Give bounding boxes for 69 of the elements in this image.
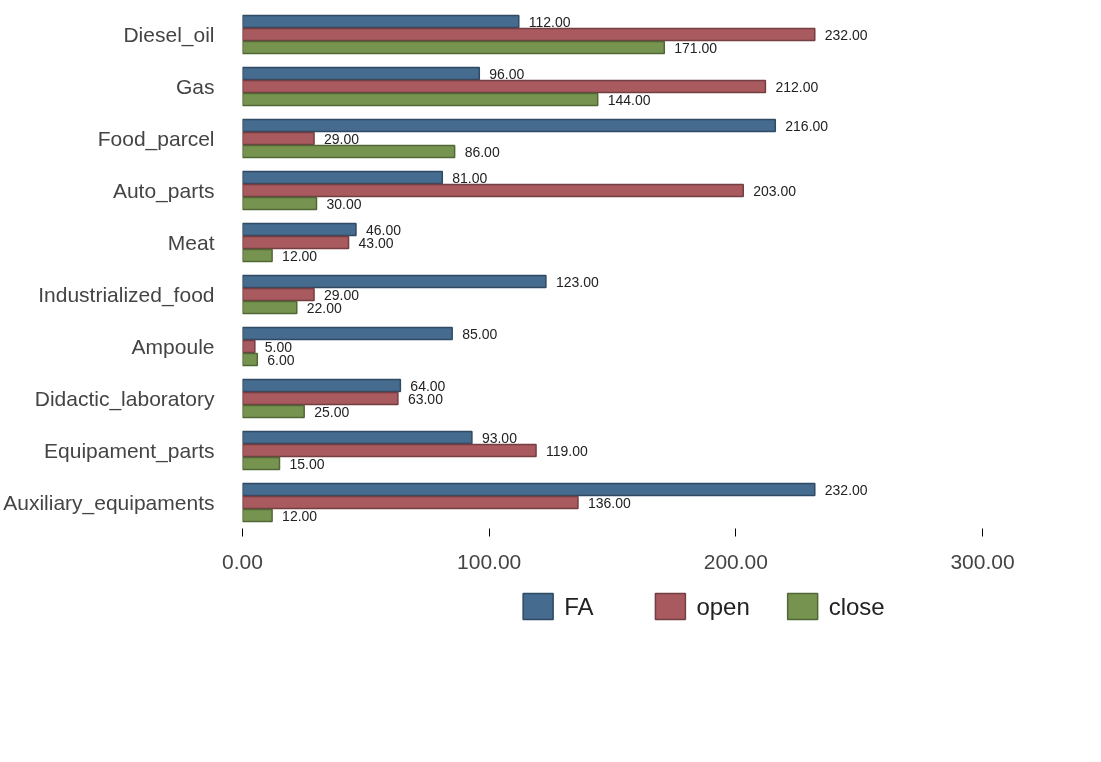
data-label: 112.00 — [528, 13, 571, 30]
bar — [242, 92, 599, 107]
legend-label: FA — [564, 593, 594, 620]
data-label: 81.00 — [452, 169, 488, 186]
bar — [242, 495, 579, 510]
data-label: 93.00 — [481, 429, 518, 446]
bar — [242, 378, 402, 393]
y-tick-label: Auto_parts — [112, 179, 215, 203]
data-label: 216.00 — [785, 117, 829, 134]
legend-label: open — [696, 593, 750, 620]
bar — [242, 131, 315, 146]
data-label: 203.00 — [753, 182, 797, 199]
bar — [242, 404, 305, 419]
data-label: 29.00 — [324, 130, 360, 147]
data-label: 123.00 — [555, 273, 599, 290]
y-tick-label: Food_parcel — [97, 127, 215, 151]
bar — [242, 248, 273, 263]
y-tick-label: Ampoule — [131, 335, 215, 358]
x-tick-label: 0.00 — [222, 549, 263, 573]
data-label: 136.00 — [587, 494, 631, 511]
y-tick-label: Auxiliary_equipaments — [3, 491, 215, 515]
bar — [242, 14, 520, 29]
bar — [242, 170, 444, 185]
bar — [242, 144, 456, 159]
x-tick-label: 100.00 — [457, 549, 522, 573]
y-tick-label: Industrialized_food — [38, 283, 215, 307]
x-tick-label: 300.00 — [950, 549, 1015, 573]
bar — [242, 456, 281, 471]
data-label: 171.00 — [674, 39, 718, 56]
data-label: 96.00 — [489, 65, 525, 82]
data-label: 15.00 — [289, 455, 325, 472]
legend-label: close — [828, 593, 885, 620]
bar — [242, 339, 256, 354]
bar — [242, 430, 473, 445]
data-label: 144.00 — [607, 91, 651, 108]
bar — [242, 27, 816, 42]
bar — [242, 352, 259, 367]
bar — [242, 235, 350, 250]
y-tick-label: Gas — [175, 75, 215, 98]
y-tick-label: Equipament_parts — [44, 439, 215, 463]
bar — [242, 222, 357, 237]
y-tick-label: Diesel_oil — [123, 23, 215, 47]
bar — [242, 183, 744, 198]
bar — [242, 443, 537, 458]
bar — [242, 118, 777, 133]
bar — [242, 300, 298, 315]
bar — [242, 287, 315, 302]
x-tick-label: 200.00 — [703, 549, 768, 573]
data-label: 232.00 — [824, 26, 868, 43]
bar — [242, 196, 318, 211]
data-label: 232.00 — [824, 481, 868, 498]
bar — [242, 326, 453, 341]
bar — [242, 391, 399, 406]
bar — [242, 508, 273, 523]
bar — [242, 66, 481, 81]
bar — [242, 40, 666, 55]
data-label: 12.00 — [282, 507, 318, 524]
data-label: 30.00 — [326, 195, 362, 212]
data-label: 25.00 — [314, 403, 350, 420]
y-tick-label: Didactic_laboratory — [34, 387, 215, 411]
data-label: 119.00 — [546, 442, 589, 459]
y-tick-label: Meat — [167, 231, 215, 254]
data-label: 85.00 — [462, 325, 498, 342]
bar — [242, 274, 547, 289]
data-label: 212.00 — [775, 78, 819, 95]
bar — [242, 79, 767, 94]
data-label: 12.00 — [282, 247, 318, 264]
bar — [242, 482, 816, 497]
data-label: 86.00 — [464, 143, 500, 160]
